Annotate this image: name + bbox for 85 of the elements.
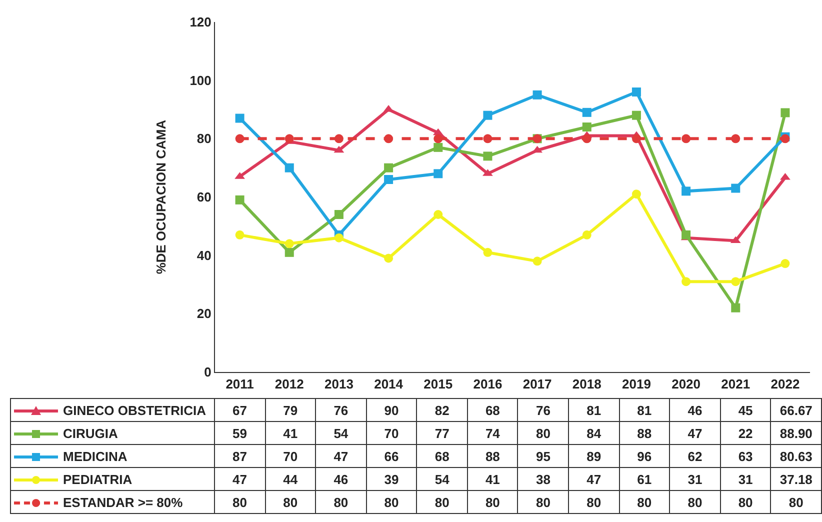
data-label: 76: [316, 398, 366, 422]
data-label: 66: [366, 444, 417, 468]
y-tick-label: 0: [204, 364, 212, 380]
data-label: 41: [467, 468, 518, 490]
data-label: 54: [316, 422, 366, 444]
data-label: 67: [214, 398, 266, 422]
data-label: 80: [568, 490, 620, 514]
data-label: 87: [214, 444, 266, 468]
data-label: 47: [316, 444, 366, 468]
data-label: 41: [265, 422, 316, 444]
data-label: 76: [518, 398, 569, 422]
x-tick-label: 2020: [672, 376, 700, 392]
data-label: 80: [518, 422, 569, 444]
data-label: 82: [416, 398, 468, 422]
data-label: 62: [670, 444, 720, 468]
data-label: 80: [619, 490, 670, 514]
y-tick-label: 100: [190, 72, 212, 88]
legend-label: PEDIATRIA: [63, 472, 132, 488]
data-label: 80: [366, 490, 417, 514]
data-label: 80: [265, 490, 316, 514]
data-label: 77: [416, 422, 468, 444]
data-label: 37.18: [770, 468, 822, 490]
data-label: 38: [518, 468, 569, 490]
data-label: 90: [366, 398, 417, 422]
x-tick-label: 2014: [374, 376, 404, 392]
data-label: 81: [619, 398, 670, 422]
data-label: 70: [265, 444, 316, 468]
data-label: 80: [416, 490, 468, 514]
y-tick-label: 60: [196, 190, 212, 205]
data-label: 89: [568, 444, 620, 468]
legend-label: MEDICINA: [63, 449, 128, 464]
data-label: 88: [619, 422, 670, 444]
data-label: 66.67: [770, 398, 822, 422]
data-label: 46: [316, 468, 366, 490]
data-label: 44: [265, 468, 316, 490]
y-axis-title: %DE OCUPACION CAMA: [154, 119, 169, 274]
data-label: 80: [214, 490, 266, 514]
data-label: 22: [720, 422, 771, 444]
data-label: 80: [720, 490, 771, 514]
data-label: 47: [214, 468, 266, 490]
data-label: 39: [366, 468, 417, 490]
legend-label: CIRUGIA: [63, 426, 118, 442]
data-label: 80: [770, 490, 822, 514]
x-tick-label: 2013: [324, 376, 354, 392]
data-label: 68: [467, 398, 518, 422]
x-tick-label: 2017: [522, 376, 552, 392]
data-label: 63: [720, 444, 771, 468]
x-tick-label: 2021: [721, 376, 750, 392]
data-label: 59: [214, 422, 266, 444]
x-tick-label: 2011: [226, 376, 254, 392]
data-label: 54: [416, 468, 468, 490]
data-label: 68: [416, 444, 468, 468]
data-label: 31: [670, 468, 720, 490]
data-label: 74: [467, 422, 518, 444]
x-tick-label: 2015: [424, 376, 453, 392]
x-tick-label: 2016: [473, 376, 502, 392]
data-label: 47: [670, 422, 720, 444]
data-label: 80: [467, 490, 518, 514]
data-label: 88: [467, 444, 518, 468]
data-label: 79: [265, 398, 316, 422]
y-tick-label: 80: [196, 131, 212, 146]
data-label: 80: [316, 490, 366, 514]
data-label: 70: [366, 422, 417, 444]
data-label: 46: [670, 398, 720, 422]
data-label: 88.90: [770, 422, 822, 444]
data-label: 31: [720, 468, 771, 490]
data-label: 95: [518, 444, 569, 468]
legend-label: ESTANDAR >= 80%: [63, 495, 183, 510]
x-tick-label: 2018: [572, 376, 602, 392]
data-label: 80: [670, 490, 720, 514]
data-label: 96: [619, 444, 670, 468]
data-label: 47: [568, 468, 620, 490]
y-tick-label: 120: [190, 14, 212, 30]
x-tick-label: 2019: [622, 376, 651, 392]
y-tick-label: 40: [196, 248, 212, 263]
data-label: 80.63: [770, 444, 822, 468]
x-tick-label: 2022: [770, 376, 800, 392]
data-label: 81: [568, 398, 620, 422]
data-label: 80: [518, 490, 569, 514]
y-tick-label: 20: [196, 306, 212, 322]
data-label: 45: [720, 398, 771, 422]
data-label: 84: [568, 422, 620, 444]
x-tick-label: 2012: [274, 376, 304, 392]
data-label: 61: [619, 468, 670, 490]
legend-label: GINECO OBSTETRICIA: [63, 403, 206, 418]
